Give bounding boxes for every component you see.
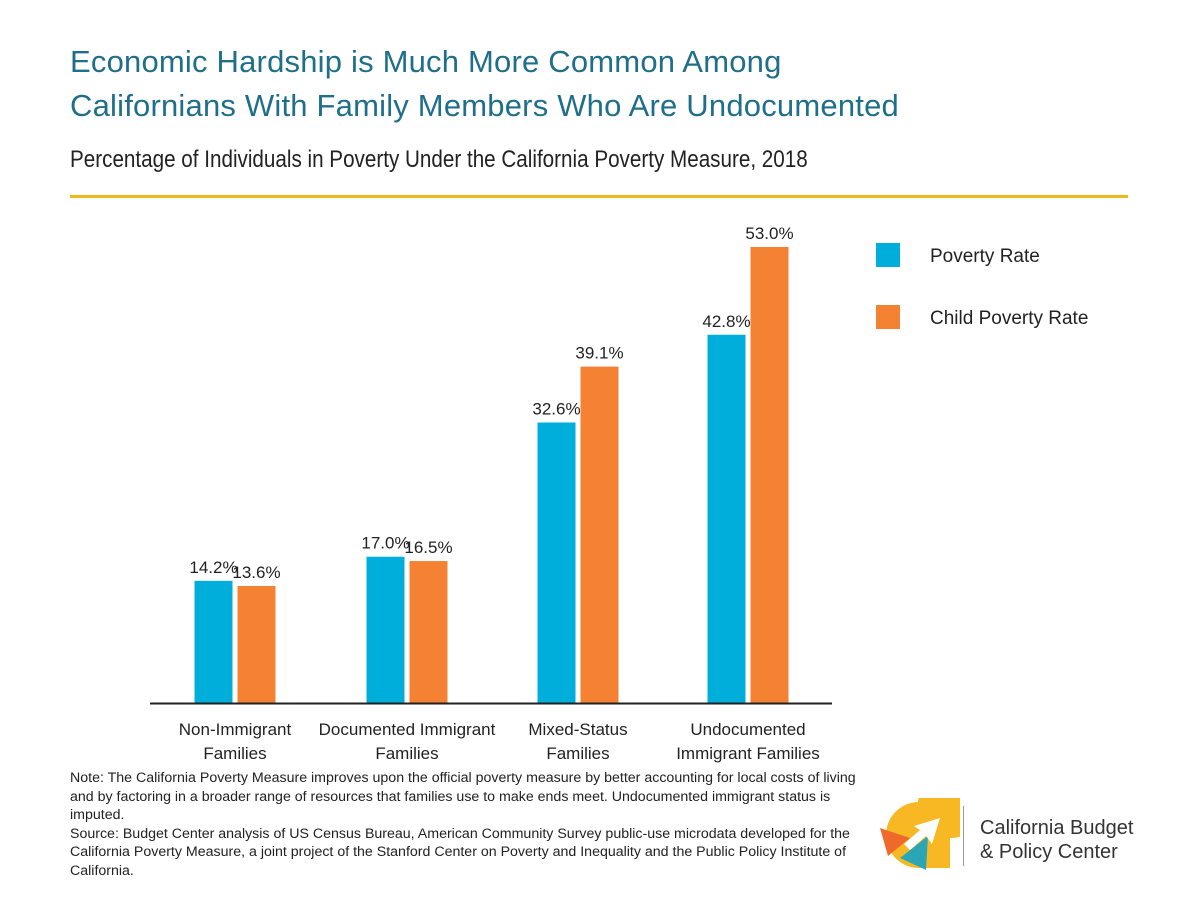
x-tick-label-4-line-1: Undocumented [690, 720, 805, 739]
child-poverty-rate-bar-3 [580, 366, 619, 703]
x-tick-label-2-line-1: Documented Immigrant [319, 720, 496, 739]
x-tick-label-1-line-2: Families [203, 744, 266, 763]
poverty-rate-bar-3 [537, 422, 576, 703]
brand-block: California Budget & Policy Center [880, 798, 1180, 878]
poverty-rate-bar-1 [194, 580, 233, 703]
poverty-rate-label-2: 17.0% [361, 534, 409, 553]
x-tick-label-4-line-2: Immigrant Families [676, 744, 820, 763]
chart-title-line-1: Economic Hardship is Much More Common Am… [70, 44, 782, 79]
chart-title-line-2: Californians With Family Members Who Are… [70, 88, 899, 123]
child-poverty-rate-label-2: 16.5% [404, 538, 452, 557]
child-poverty-rate-label-1: 13.6% [232, 563, 280, 582]
brand-divider [963, 806, 964, 866]
cbpc-logo-icon [880, 798, 960, 870]
chart-notes: Note: The California Poverty Measure imp… [70, 769, 860, 880]
note-text: Note: The California Poverty Measure imp… [70, 770, 856, 823]
legend-label-poverty-rate: Poverty Rate [930, 246, 1040, 267]
child-poverty-rate-label-4: 53.0% [745, 224, 793, 243]
child-poverty-rate-bar-1 [237, 585, 276, 703]
poverty-rate-label-1: 14.2% [189, 558, 237, 577]
legend-swatch-poverty-rate [876, 243, 900, 267]
x-tick-label-3-line-1: Mixed-Status [528, 720, 627, 739]
brand-name: California Budget & Policy Center [980, 816, 1133, 864]
x-tick-label-2-line-2: Families [375, 744, 438, 763]
poverty-rate-bar-2 [366, 556, 405, 703]
poverty-rate-bar-4 [707, 334, 746, 703]
child-poverty-rate-bar-4 [750, 247, 789, 703]
child-poverty-rate-bar-2 [409, 561, 448, 703]
x-tick-label-1-line-1: Non-Immigrant [179, 720, 292, 739]
brand-name-line-2: & Policy Center [980, 841, 1118, 863]
chart-subtitle: Percentage of Individuals in Poverty Und… [70, 146, 808, 173]
legend-label-child-poverty-rate: Child Poverty Rate [930, 308, 1088, 329]
chart-title: Economic Hardship is Much More Common Am… [70, 40, 1150, 128]
poverty-rate-label-4: 42.8% [702, 312, 750, 331]
title-divider [70, 195, 1128, 198]
x-tick-label-3-line-2: Families [546, 744, 609, 763]
legend-swatch-child-poverty-rate [876, 305, 900, 329]
brand-name-line-1: California Budget [980, 817, 1134, 839]
source-text: Source: Budget Center analysis of US Cen… [70, 825, 850, 879]
poverty-rate-label-3: 32.6% [532, 400, 580, 419]
child-poverty-rate-label-3: 39.1% [575, 344, 623, 363]
